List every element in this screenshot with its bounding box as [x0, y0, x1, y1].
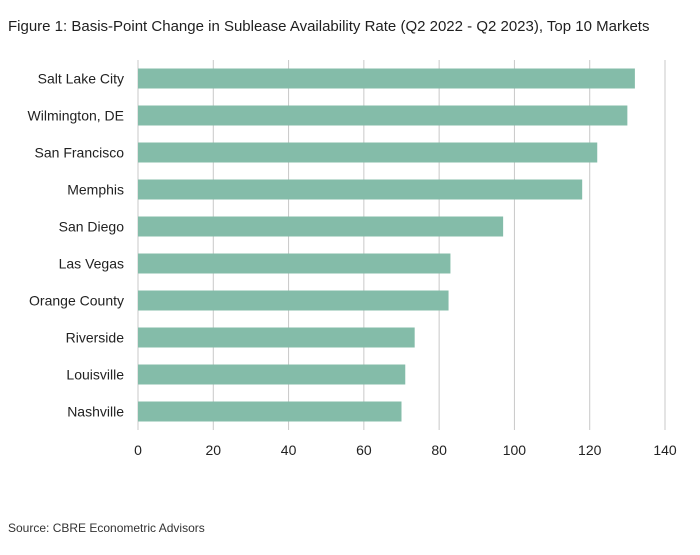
x-tick-label: 60	[356, 442, 372, 458]
category-label: Louisville	[66, 367, 124, 383]
bar	[138, 253, 451, 274]
bars	[138, 68, 635, 422]
category-label: Wilmington, DE	[28, 108, 124, 124]
bar	[138, 216, 504, 237]
x-tick-label: 120	[578, 442, 602, 458]
source-note: Source: CBRE Econometric Advisors	[8, 521, 205, 535]
bar	[138, 179, 583, 200]
x-tick-label: 80	[431, 442, 447, 458]
x-tick-label: 140	[653, 442, 677, 458]
x-tick-labels: 0 20 40 60 80 100 120 140	[134, 442, 677, 458]
bar	[138, 327, 415, 348]
bar	[138, 68, 635, 89]
category-label: San Diego	[59, 219, 125, 235]
category-label: Memphis	[67, 182, 124, 198]
bar	[138, 142, 598, 163]
bar	[138, 105, 628, 126]
chart-title: Figure 1: Basis-Point Change in Sublease…	[8, 18, 650, 35]
bar-chart: Salt Lake City Wilmington, DE San Francisc…	[28, 60, 677, 458]
x-tick-label: 100	[503, 442, 527, 458]
category-label: Salt Lake City	[38, 71, 124, 87]
category-label: Nashville	[67, 404, 124, 420]
bar	[138, 290, 449, 311]
category-label: San Francisco	[35, 145, 125, 161]
category-labels: Salt Lake City Wilmington, DE San Francisc…	[28, 71, 125, 420]
category-label: Orange County	[29, 293, 124, 309]
bar	[138, 364, 406, 385]
x-tick-label: 40	[281, 442, 297, 458]
bar	[138, 401, 402, 422]
category-label: Las Vegas	[59, 256, 124, 272]
x-tick-label: 0	[134, 442, 142, 458]
x-tick-label: 20	[205, 442, 221, 458]
category-label: Riverside	[66, 330, 125, 346]
